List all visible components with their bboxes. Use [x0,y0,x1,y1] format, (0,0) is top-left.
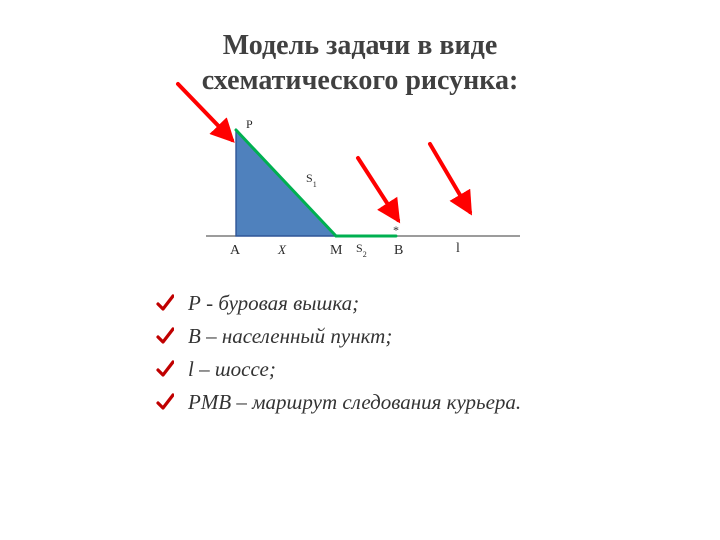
legend-text: Р - буровая вышка; [188,291,359,316]
title-line-2: схематического рисунка: [202,65,519,96]
page-title: Модель задачи в виде схематического рису… [60,28,660,98]
label-S1: S1 [306,171,317,189]
label-B: B [394,243,403,258]
check-icon [156,360,174,378]
diagram: * P A M Bl X S1 S2 [190,108,530,283]
legend-text: B – населенный пункт; [188,324,392,349]
check-icon [156,294,174,312]
legend-item: B – населенный пункт; [156,324,660,349]
label-X: X [277,242,287,257]
check-icon [156,393,174,411]
legend: Р - буровая вышка; B – населенный пункт; l… [156,291,660,415]
label-M: M [330,243,343,258]
slide: Модель задачи в виде схематического рису… [0,0,720,540]
label-P: P [246,117,253,131]
label-S2: S2 [356,241,367,259]
legend-text: PMB – маршрут следования курьера. [188,390,521,415]
legend-item: l – шоссе; [156,357,660,382]
callout-arrow-3 [430,144,470,212]
callout-arrow-2 [358,158,398,220]
legend-item: Р - буровая вышка; [156,291,660,316]
label-l: l [456,241,460,256]
legend-item: PMB – маршрут следования курьера. [156,390,660,415]
check-icon [156,327,174,345]
diagram-svg: * P A M Bl X S1 S2 [190,108,530,278]
title-line-1: Модель задачи в виде [223,30,498,61]
label-A: A [230,243,241,258]
legend-text: l – шоссе; [188,357,276,382]
point-B-star: * [393,223,399,237]
